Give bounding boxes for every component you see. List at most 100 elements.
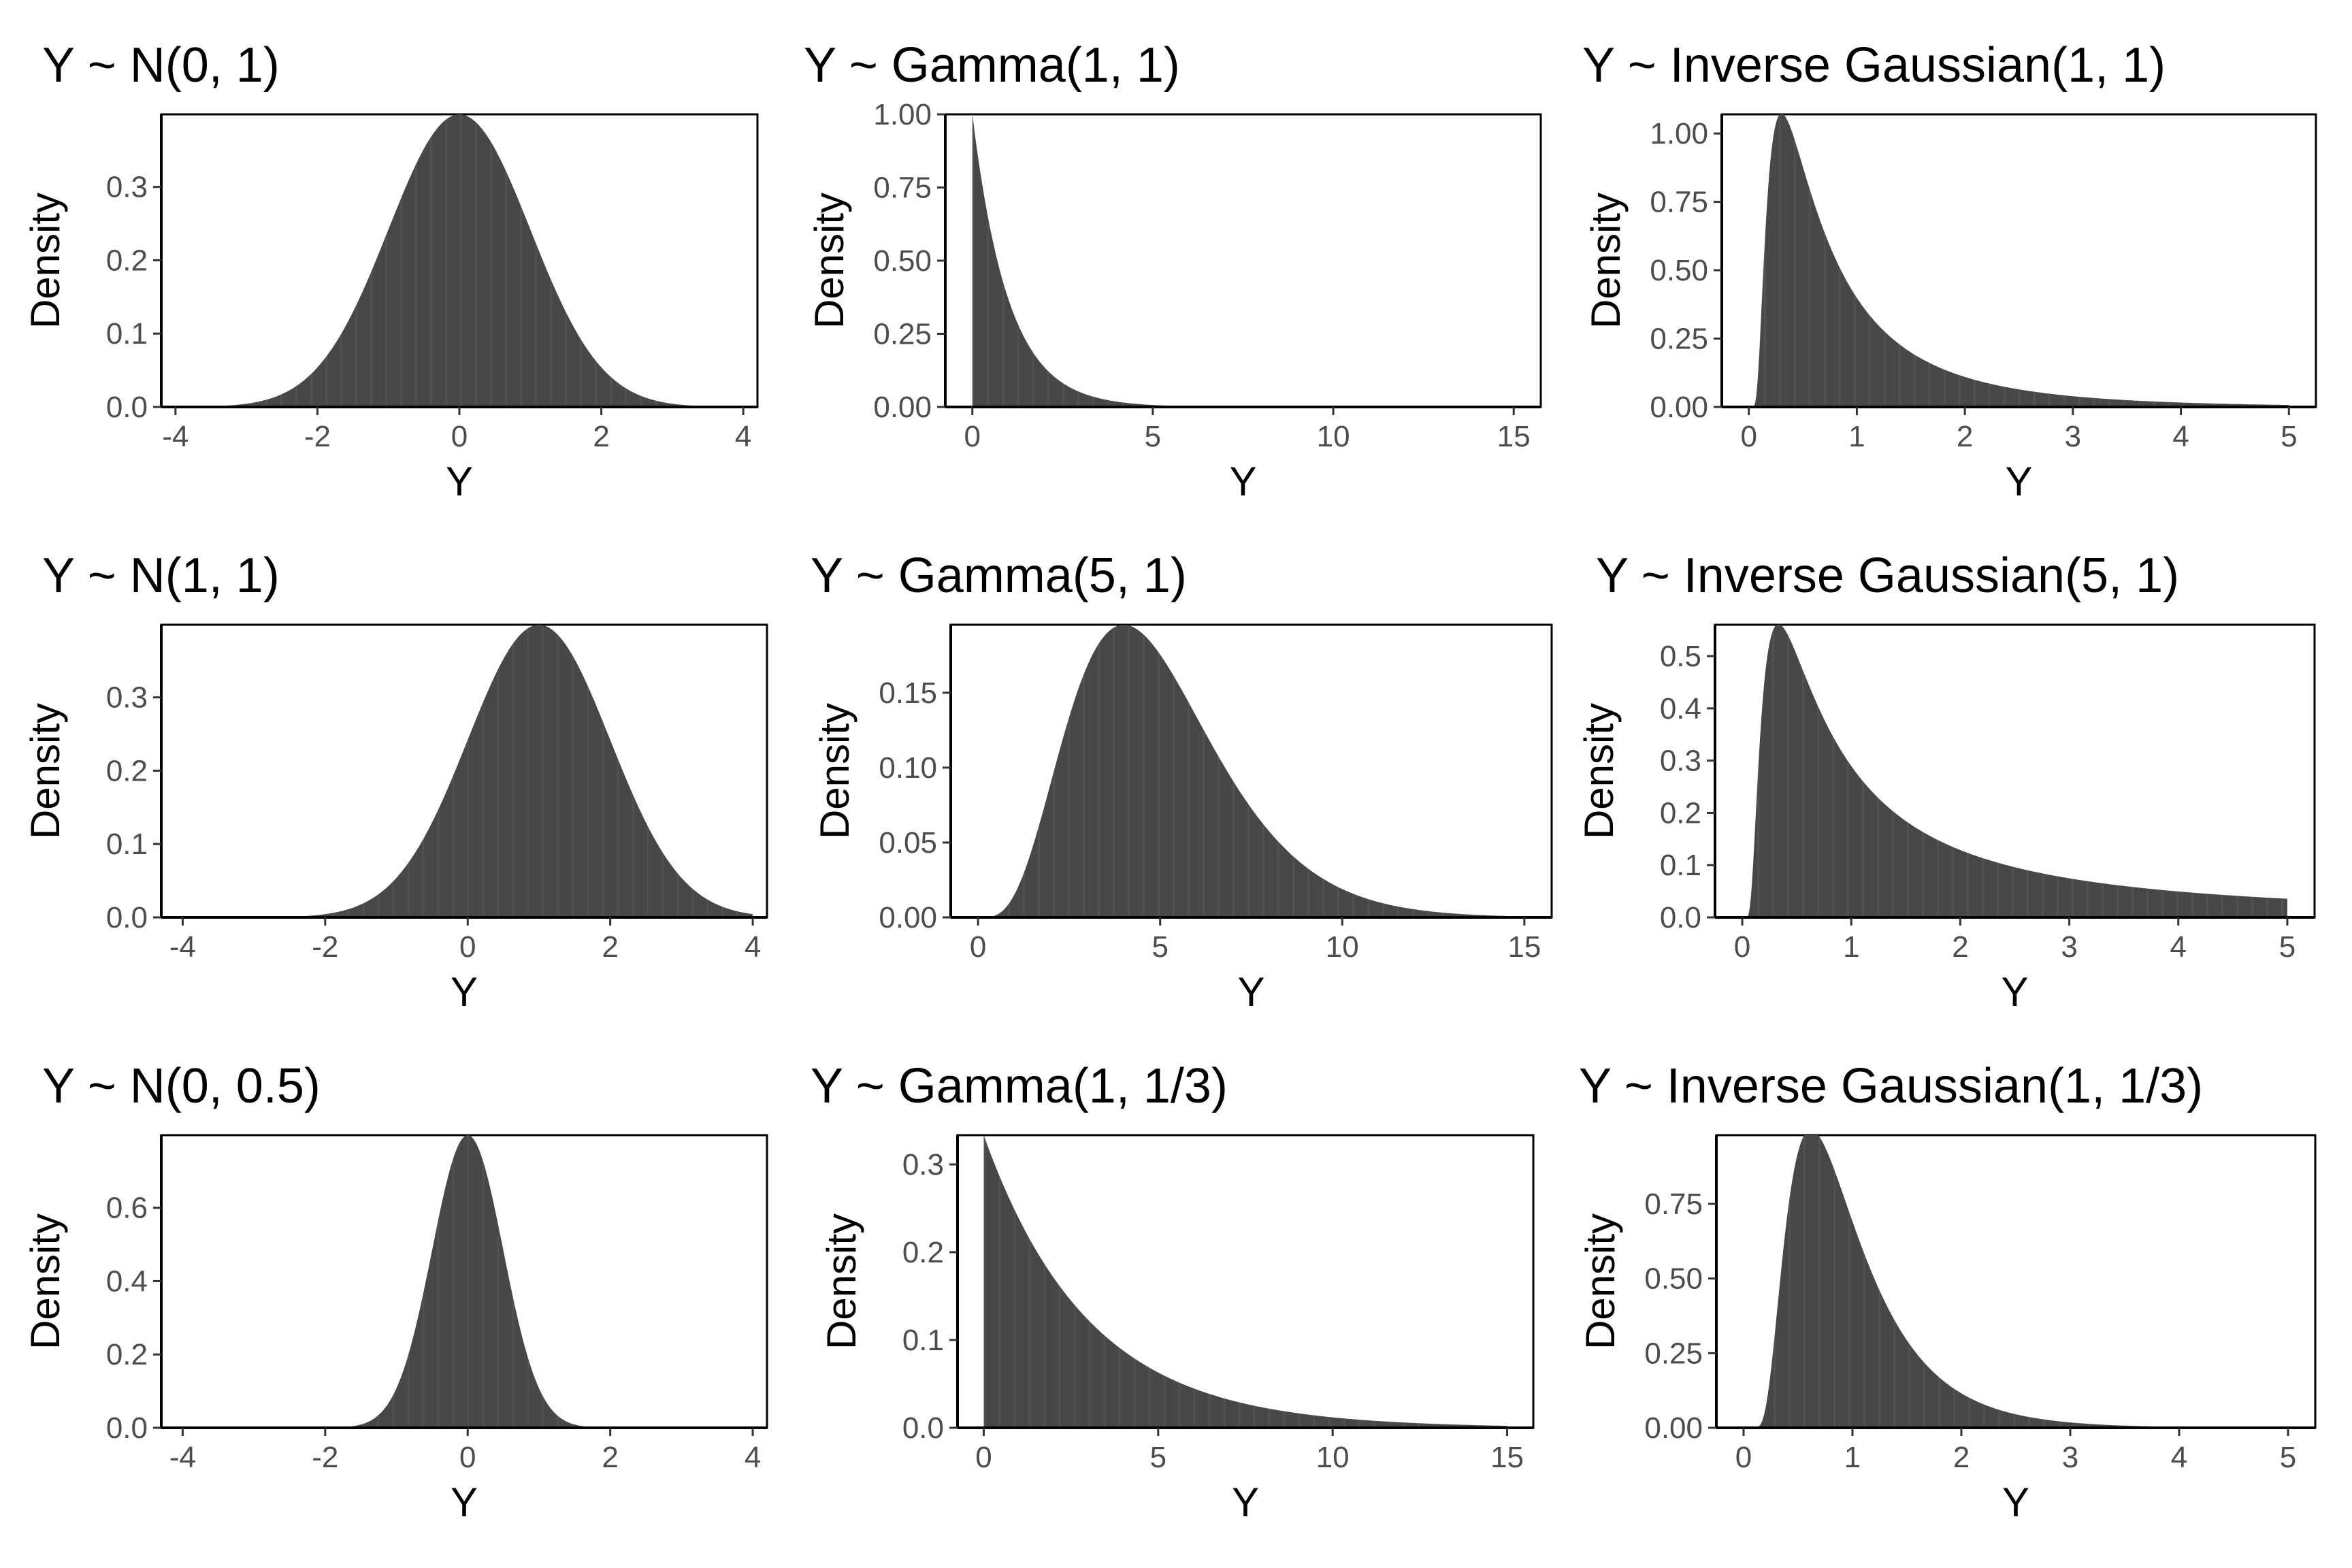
density-stripe (647, 1135, 649, 1428)
density-stripe (2123, 114, 2125, 407)
density-stripe (1038, 625, 1041, 917)
density-stripe (557, 1135, 559, 1428)
density-stripe (736, 625, 739, 917)
y-tick-label: 0.2 (106, 244, 148, 277)
y-axis-title: Density (22, 1213, 68, 1350)
panel-title: Y ~ Inverse Gaussian(5, 1) (1596, 549, 2179, 603)
y-tick-label: 0.0 (106, 901, 148, 934)
density-stripe (609, 114, 612, 407)
density-stripe (2176, 625, 2178, 917)
density-stripe (2063, 114, 2065, 407)
density-stripe (1017, 114, 1019, 407)
density-stripe (1193, 1135, 1196, 1428)
density-stripe (587, 625, 589, 917)
density-stripe (2272, 114, 2275, 407)
density-stripe (1391, 114, 1394, 407)
y-axis-title: Density (1576, 703, 1622, 839)
density-stripe (2221, 625, 2223, 917)
density-stripe (474, 114, 477, 407)
density-stripe (1817, 625, 1819, 917)
density-stripe (2206, 625, 2208, 917)
density-stripe (587, 1135, 589, 1428)
density-stripe (482, 625, 485, 917)
density-stripe (1877, 625, 1879, 917)
density-stripe (714, 114, 717, 407)
density-stripe (1277, 625, 1280, 917)
density-stripe (2212, 114, 2215, 407)
density-stripe (385, 114, 387, 407)
density-stripe (1043, 1135, 1046, 1428)
density-stripe (407, 625, 410, 917)
density-stripe (2072, 625, 2074, 917)
x-tick-label: 5 (1145, 420, 1161, 453)
x-tick-label: 4 (2172, 420, 2189, 453)
density-stripe (983, 1135, 986, 1428)
density-stripe (2133, 1135, 2135, 1428)
density-stripe (1313, 1135, 1316, 1428)
density-stripe (1442, 625, 1445, 917)
density-stripe (1772, 625, 1774, 917)
density-stripe (1496, 114, 1499, 407)
panel-3: Y ~ Inverse Gaussian(1, 1) 0 1 2 3 4 5 0.00 0.25… (1582, 38, 2317, 504)
density-stripe (751, 625, 753, 917)
y-tick-label: 0.50 (1650, 254, 1708, 287)
panel-6: Y ~ Inverse Gaussian(5, 1) 0 1 2 3 4 5 0.0 0.1 0.… (1576, 549, 2316, 1015)
density-stripe (1481, 114, 1484, 407)
density-stripe (197, 625, 200, 917)
density-stripes (972, 114, 1514, 407)
x-tick-label: 10 (1317, 420, 1350, 453)
y-tick-label: 0.1 (1660, 849, 1701, 882)
density-stripe (2168, 114, 2170, 407)
density-area (1742, 625, 2287, 917)
density-stripe (489, 114, 492, 407)
density-stripe (549, 114, 552, 407)
density-stripe (467, 1135, 470, 1428)
density-stripe (452, 1135, 455, 1428)
density-stripe (355, 114, 357, 407)
density-stripe (579, 114, 582, 407)
panel-7: Y ~ N(0, 0.5) -4 -2 0 2 4 0.0 0.2 0.4 0.6 Y Density (22, 1059, 768, 1525)
density-stripe (1907, 625, 1909, 917)
density-stripe (1337, 625, 1340, 917)
density-stripe (1143, 625, 1145, 917)
density-stripe (1062, 114, 1064, 407)
density-area (1744, 1135, 2288, 1428)
density-stripe (340, 114, 342, 407)
density-stripe (242, 625, 245, 917)
density-stripe (2042, 625, 2044, 917)
panel-5: Y ~ Gamma(5, 1) 0 5 10 15 0.00 0.05 0.10 0.15 Y De… (811, 549, 1553, 1015)
density-stripe (993, 625, 996, 917)
density-stripe (1358, 1135, 1360, 1428)
density-stripe (721, 1135, 724, 1428)
density-group (1748, 114, 2289, 407)
density-stripe (1166, 114, 1169, 407)
x-tick-label: -4 (169, 930, 196, 964)
density-stripe (2018, 114, 2021, 407)
density-stripe (429, 114, 432, 407)
density-stripe (1107, 114, 1109, 407)
y-tick-label: 0.75 (1650, 186, 1708, 219)
x-tick-label: 3 (2065, 420, 2081, 453)
density-stripe (1451, 114, 1454, 407)
density-stripe (1818, 1135, 1820, 1428)
density-area (972, 114, 1514, 407)
density-stripes (983, 1135, 1495, 1428)
density-stripe (2118, 1135, 2120, 1428)
density-stripe (632, 625, 634, 917)
density-stripe (647, 625, 649, 917)
y-tick-label: 0.0 (1660, 901, 1701, 934)
density-stripe (1988, 114, 1991, 407)
density-stripe (1742, 625, 1744, 917)
density-stripe (1511, 114, 1514, 407)
density-stripe (1088, 1135, 1091, 1428)
density-stripe (1032, 114, 1034, 407)
density-stripe (2048, 114, 2051, 407)
density-stripe (414, 114, 417, 407)
density-stripe (706, 625, 709, 917)
density-stripe (1238, 1135, 1241, 1428)
x-tick-label: 5 (2280, 1441, 2296, 1474)
y-tick-label: 0.75 (1644, 1188, 1703, 1221)
density-stripe (317, 1135, 320, 1428)
density-stripe (602, 1135, 604, 1428)
x-tick-label: -4 (162, 420, 189, 453)
